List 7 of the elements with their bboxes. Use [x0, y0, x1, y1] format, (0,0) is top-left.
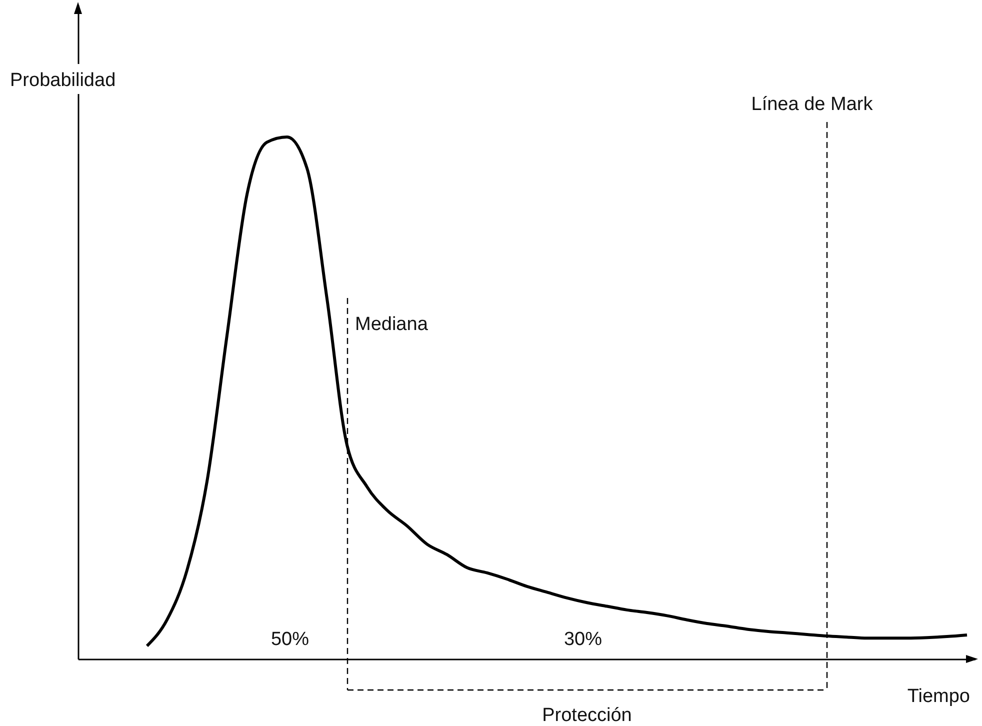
text: Protección — [542, 705, 632, 726]
annotation: 50% — [270, 629, 310, 650]
x-axis-title: Tiempo — [907, 686, 970, 707]
annotation: 30% — [564, 629, 602, 650]
text: Línea de Mark — [751, 94, 874, 115]
annotation: Mediana — [355, 314, 428, 335]
y-axis-title: Probabilidad — [10, 70, 116, 91]
